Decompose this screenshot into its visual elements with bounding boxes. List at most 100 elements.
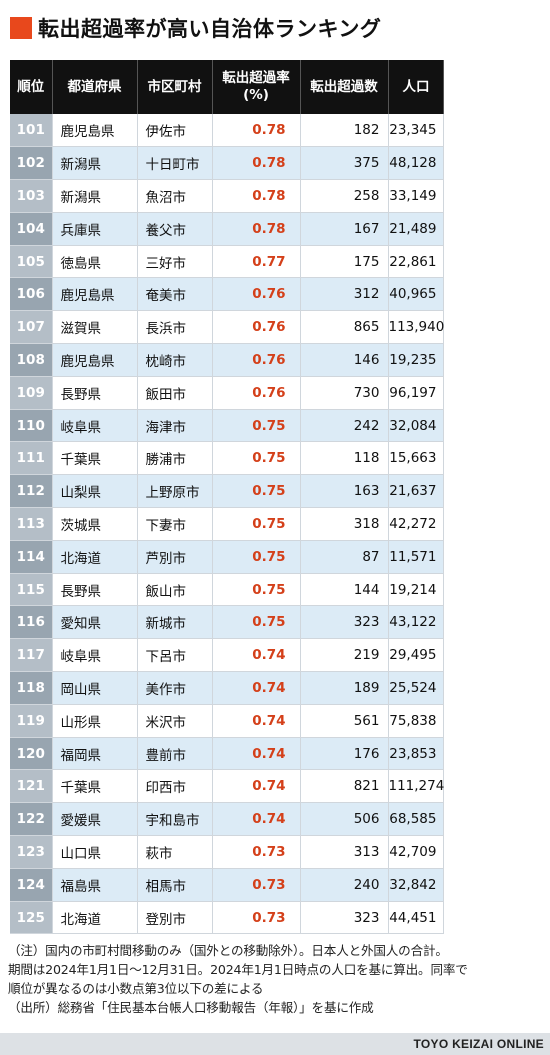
net-outflow-cell: 163 — [300, 474, 389, 509]
municipality-cell: 三好市 — [137, 245, 213, 279]
municipality-cell: 美作市 — [137, 671, 213, 705]
header-rate-line1: 転出超過率 — [222, 70, 290, 87]
prefecture-cell: 岐阜県 — [52, 409, 138, 443]
municipality-cell: 米沢市 — [137, 704, 213, 738]
municipality-cell: 下呂市 — [137, 638, 213, 673]
rank-cell: 116 — [10, 605, 53, 640]
rank-cell: 117 — [10, 638, 53, 673]
table-row: 125 北海道 登別市 0.73 323 44,451 — [10, 901, 444, 935]
municipality-cell: 相馬市 — [137, 868, 213, 902]
rate-cell: 0.74 — [212, 638, 301, 673]
table-row: 102 新潟県 十日町市 0.78 375 48,128 — [10, 146, 444, 181]
table-row: 116 愛知県 新城市 0.75 323 43,122 — [10, 605, 444, 640]
net-outflow-cell: 189 — [300, 671, 389, 705]
rate-cell: 0.75 — [212, 441, 301, 476]
municipality-cell: 飯山市 — [137, 573, 213, 607]
prefecture-cell: 愛媛県 — [52, 802, 138, 837]
municipality-cell: 上野原市 — [137, 474, 213, 509]
prefecture-cell: 鹿児島県 — [52, 277, 138, 312]
rank-cell: 119 — [10, 704, 53, 738]
net-outflow-cell: 146 — [300, 343, 389, 377]
rate-cell: 0.76 — [212, 343, 301, 377]
population-cell: 48,128 — [388, 146, 444, 181]
net-outflow-cell: 313 — [300, 835, 389, 869]
municipality-cell: 伊佐市 — [137, 114, 213, 148]
population-cell: 32,084 — [388, 409, 444, 443]
prefecture-cell: 千葉県 — [52, 769, 138, 804]
rank-cell: 104 — [10, 212, 53, 246]
net-outflow-cell: 167 — [300, 212, 389, 246]
municipality-cell: 十日町市 — [137, 146, 213, 181]
population-cell: 40,965 — [388, 277, 444, 312]
prefecture-cell: 岡山県 — [52, 671, 138, 705]
municipality-cell: 養父市 — [137, 212, 213, 246]
net-outflow-cell: 118 — [300, 441, 389, 476]
table-row: 107 滋賀県 長浜市 0.76 865 113,940 — [10, 310, 444, 345]
rate-cell: 0.76 — [212, 277, 301, 312]
population-cell: 33,149 — [388, 179, 444, 213]
rate-cell: 0.74 — [212, 769, 301, 804]
rank-cell: 112 — [10, 474, 53, 509]
prefecture-cell: 新潟県 — [52, 146, 138, 181]
net-outflow-cell: 865 — [300, 310, 389, 345]
population-cell: 21,637 — [388, 474, 444, 509]
rate-cell: 0.76 — [212, 310, 301, 345]
table-row: 109 長野県 飯田市 0.76 730 96,197 — [10, 376, 444, 410]
table-row: 101 鹿児島県 伊佐市 0.78 182 23,345 — [10, 114, 444, 148]
net-outflow-cell: 242 — [300, 409, 389, 443]
table-header: 順位 都道府県 市区町村 転出超過率 (%) 転出超過数 人口 — [10, 60, 444, 114]
prefecture-cell: 福岡県 — [52, 737, 138, 771]
table-row: 121 千葉県 印西市 0.74 821 111,274 — [10, 769, 444, 804]
table-row: 103 新潟県 魚沼市 0.78 258 33,149 — [10, 179, 444, 213]
footnote-line: （注）国内の市町村間移動のみ（国外との移動除外）。日本人と外国人の合計。 — [8, 943, 448, 958]
net-outflow-cell: 561 — [300, 704, 389, 738]
rate-cell: 0.75 — [212, 474, 301, 509]
municipality-cell: 勝浦市 — [137, 441, 213, 476]
prefecture-cell: 千葉県 — [52, 441, 138, 476]
ranking-table: 順位 都道府県 市区町村 転出超過率 (%) 転出超過数 人口 101 鹿児島県伊… — [10, 60, 444, 935]
title-accent-square — [10, 17, 32, 39]
net-outflow-cell: 375 — [300, 146, 389, 181]
prefecture-cell: 長野県 — [52, 573, 138, 607]
table-row: 124 福島県 相馬市 0.73 240 32,842 — [10, 868, 444, 902]
rate-cell: 0.74 — [212, 671, 301, 705]
municipality-cell: 登別市 — [137, 901, 213, 935]
prefecture-cell: 福島県 — [52, 868, 138, 902]
header-rate: 転出超過率 (%) — [212, 60, 301, 114]
rate-cell: 0.75 — [212, 605, 301, 640]
rank-cell: 103 — [10, 179, 53, 213]
rate-cell: 0.73 — [212, 835, 301, 869]
table-row: 123 山口県 萩市 0.73 313 42,709 — [10, 835, 444, 869]
municipality-cell: 下妻市 — [137, 507, 213, 541]
municipality-cell: 海津市 — [137, 409, 213, 443]
net-outflow-cell: 730 — [300, 376, 389, 410]
rank-cell: 113 — [10, 507, 53, 541]
rank-cell: 107 — [10, 310, 53, 345]
rank-cell: 124 — [10, 868, 53, 902]
rank-cell: 108 — [10, 343, 53, 377]
table-body: 101 鹿児島県 伊佐市 0.78 182 23,345 102 新潟県 十日町市 0.78 375… — [10, 114, 444, 935]
rank-cell: 121 — [10, 769, 53, 804]
population-cell: 29,495 — [388, 638, 444, 673]
population-cell: 68,585 — [388, 802, 444, 837]
population-cell: 21,489 — [388, 212, 444, 246]
table-row: 108 鹿児島県 枕崎市 0.76 146 19,235 — [10, 343, 444, 377]
municipality-cell: 印西市 — [137, 769, 213, 804]
population-cell: 111,274 — [388, 769, 444, 804]
footnote-line: 順位が異なるのは小数点第3位以下の差による — [8, 981, 264, 996]
table-row: 115 長野県 飯山市 0.75 144 19,214 — [10, 573, 444, 607]
rate-cell: 0.77 — [212, 245, 301, 279]
net-outflow-cell: 219 — [300, 638, 389, 673]
table-row: 119 山形県 米沢市 0.74 561 75,838 — [10, 704, 444, 738]
net-outflow-cell: 258 — [300, 179, 389, 213]
net-outflow-cell: 240 — [300, 868, 389, 902]
rate-cell: 0.73 — [212, 868, 301, 902]
footnotes: （注）国内の市町村間移動のみ（国外との移動除外）。日本人と外国人の合計。 期間は… — [8, 941, 543, 1017]
rate-cell: 0.78 — [212, 179, 301, 213]
prefecture-cell: 鹿児島県 — [52, 114, 138, 148]
rank-cell: 105 — [10, 245, 53, 279]
prefecture-cell: 愛知県 — [52, 605, 138, 640]
rank-cell: 111 — [10, 441, 53, 476]
rate-cell: 0.78 — [212, 114, 301, 148]
page-title: 転出超過率が高い自治体ランキング — [38, 17, 382, 41]
